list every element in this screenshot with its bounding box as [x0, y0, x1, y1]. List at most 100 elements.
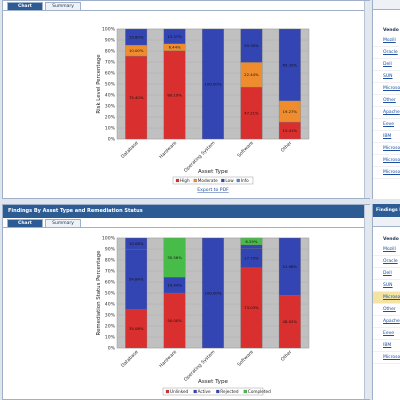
data-label: 6.29% — [245, 239, 257, 244]
x-tick-label: Database — [120, 140, 140, 160]
x-tick-label: Software — [236, 349, 255, 368]
y-tick-label: 50% — [105, 291, 116, 297]
vendor-list: Mozill Oracle Dell SUN Microso Other Apache Eev… — [373, 35, 400, 179]
legend-item: Low — [225, 178, 234, 183]
y-tick-label: 90% — [105, 247, 116, 253]
vendor-link[interactable]: Apache — [373, 316, 400, 328]
legend-box — [162, 387, 264, 396]
y-tick-label: 80% — [105, 258, 116, 264]
y-tick-label: 60% — [105, 71, 116, 77]
y-tick-label: 20% — [105, 324, 116, 330]
data-label: 35.08% — [129, 326, 144, 331]
bar-segment — [202, 237, 224, 349]
vendor-link[interactable]: Mozill — [373, 244, 400, 256]
export-pdf-link[interactable]: Export to PDF — [197, 187, 229, 193]
legend-item: Unlinked — [170, 389, 189, 394]
data-label: 14.44% — [167, 282, 182, 287]
tab-summary[interactable]: Summary — [45, 2, 81, 10]
vendor-link[interactable]: Eeve — [373, 328, 400, 340]
y-tick-label: 30% — [105, 313, 116, 319]
legend-swatch — [193, 178, 197, 183]
data-label: 65.32% — [283, 62, 298, 67]
bar-segment — [278, 28, 301, 102]
legend-item: Active — [198, 389, 211, 394]
tab-chart[interactable]: Chart — [7, 219, 43, 227]
vendor-link[interactable]: Oracle — [373, 47, 400, 59]
vertical-scrollbar[interactable] — [364, 205, 371, 399]
y-tick-label: 40% — [105, 93, 116, 99]
x-axis-label: Asset Type — [198, 169, 228, 175]
vendor-panel-top: Vendo Mozill Oracle Dell SUN Microso Other Apa… — [372, 0, 400, 199]
vendor-link[interactable]: Microso — [373, 83, 400, 95]
legend-swatch — [175, 178, 180, 183]
vendor-link[interactable]: Mozill — [373, 35, 400, 47]
legend-swatch — [236, 178, 240, 183]
legend-item: Info — [241, 178, 249, 183]
data-label: 19.27% — [283, 109, 298, 114]
x-axis-label: Asset Type — [198, 379, 228, 385]
data-label: 10.08% — [129, 241, 144, 246]
vendor-link[interactable]: Microso — [373, 167, 400, 179]
y-tick-label: 20% — [105, 115, 116, 121]
vendor-link[interactable]: Oracle — [373, 256, 400, 268]
y-tick-label: 100% — [102, 27, 116, 33]
data-label: 10.00% — [129, 48, 144, 53]
y-tick-label: 50% — [105, 82, 116, 88]
y-tick-label: 80% — [105, 49, 116, 55]
x-tick-label: Other — [280, 349, 294, 363]
tab-chart[interactable]: Chart — [7, 2, 43, 10]
data-label: 47.21% — [244, 110, 259, 115]
vendor-link[interactable]: Microso — [373, 352, 400, 364]
vendor-column-header: Vendo — [383, 237, 399, 242]
vendor-link[interactable]: Other — [373, 304, 400, 316]
legend: Unlinked Active Rejected Completed — [162, 387, 271, 396]
vendor-link[interactable]: Other — [373, 95, 400, 107]
panel-title: Findings By Asset Type and Remediation S… — [3, 205, 369, 218]
vendor-link[interactable]: SUN — [373, 71, 400, 83]
data-label: 15.41% — [283, 128, 298, 133]
chart-tabs: Chart Summary — [3, 1, 369, 11]
y-tick-label: 90% — [105, 38, 116, 44]
vendor-link[interactable]: IBM — [373, 340, 400, 352]
vendor-link[interactable]: Microso — [373, 155, 400, 167]
y-tick-label: 70% — [105, 60, 116, 66]
vendor-link[interactable]: Dell — [373, 59, 400, 71]
x-tick-label: Operating System — [183, 349, 217, 383]
tab-summary[interactable]: Summary — [45, 219, 81, 227]
vendor-panel-bottom: Findings By Vendo MozillOracleDellSUNMic… — [372, 204, 400, 400]
vendor-tabs — [373, 0, 400, 10]
vendor-column-header: Vendo — [383, 28, 399, 33]
vendor-link[interactable]: SUN — [373, 280, 400, 292]
legend-swatch — [221, 178, 225, 183]
bar-segment — [163, 237, 186, 278]
y-tick-label: 0% — [108, 346, 116, 352]
vendor-link[interactable]: IBM — [373, 131, 400, 143]
y-tick-label: 100% — [102, 236, 116, 242]
vendor-link[interactable]: Microso — [373, 143, 400, 155]
bar-segment — [125, 237, 148, 250]
y-axis-label: Remediation Status Percentage — [96, 250, 102, 336]
vendor-link[interactable]: Dell — [373, 268, 400, 280]
data-label: 80.19% — [167, 92, 182, 97]
y-tick-label: 10% — [105, 335, 116, 341]
data-label: 50.00% — [167, 318, 182, 323]
legend-item: Completed — [248, 389, 271, 394]
vertical-scrollbar[interactable] — [364, 1, 371, 198]
remediation-status-chart: 0% 10% 20% 30% 40% 50% 60% 70% 80% 90% 100% Remedia… — [96, 236, 310, 396]
vendor-tabs — [373, 217, 400, 227]
vendor-link[interactable]: Microso — [373, 292, 400, 304]
y-tick-label: 60% — [105, 280, 116, 286]
data-label: 6.44% — [169, 45, 181, 50]
vendor-link[interactable]: Eeve — [373, 119, 400, 131]
chart-tabs: Chart Summary — [3, 218, 369, 228]
x-tick-label: Hardware — [158, 349, 178, 369]
legend-swatch — [243, 389, 247, 394]
data-label: 54.84% — [129, 277, 144, 282]
data-label: 30.35% — [244, 43, 259, 48]
bar-segment — [278, 237, 301, 296]
bar-segment — [202, 28, 224, 140]
data-label: 22.44% — [244, 72, 259, 77]
vendor-link[interactable]: Apache — [373, 107, 400, 119]
data-label: 51.98% — [283, 264, 298, 269]
legend-swatch — [193, 389, 197, 394]
